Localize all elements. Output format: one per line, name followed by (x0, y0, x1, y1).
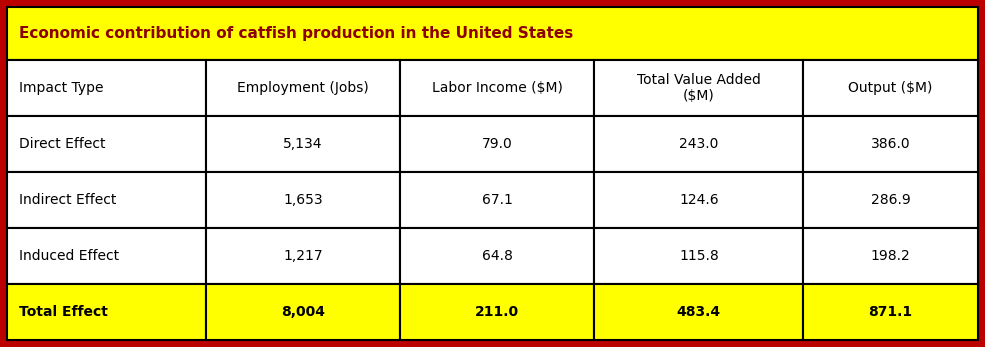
Bar (595, 172, 803, 228)
Text: Total Effect: Total Effect (19, 305, 107, 319)
Text: 115.8: 115.8 (679, 249, 719, 263)
Text: 211.0: 211.0 (476, 305, 519, 319)
Bar (206, 284, 400, 340)
Bar (595, 228, 803, 284)
Bar (595, 284, 803, 340)
Bar (7, 7, 978, 60)
Bar (400, 116, 595, 172)
Text: 1,217: 1,217 (284, 249, 323, 263)
Text: Impact Type: Impact Type (19, 81, 103, 95)
Bar (400, 284, 595, 340)
Text: 243.0: 243.0 (679, 137, 718, 151)
Bar (595, 60, 803, 116)
Bar (206, 60, 400, 116)
Text: 286.9: 286.9 (871, 193, 910, 207)
Bar (400, 60, 595, 116)
Bar (803, 116, 978, 172)
Bar (400, 172, 595, 228)
Text: 871.1: 871.1 (869, 305, 913, 319)
Bar (7, 60, 206, 116)
Text: 79.0: 79.0 (482, 137, 513, 151)
Text: Labor Income ($M): Labor Income ($M) (431, 81, 562, 95)
Text: 5,134: 5,134 (284, 137, 323, 151)
Text: 67.1: 67.1 (482, 193, 513, 207)
Text: Economic contribution of catfish production in the United States: Economic contribution of catfish product… (19, 26, 573, 41)
Bar (7, 172, 206, 228)
Text: Total Value Added
($M): Total Value Added ($M) (637, 73, 760, 103)
Text: Direct Effect: Direct Effect (19, 137, 105, 151)
Bar (400, 228, 595, 284)
Bar (206, 228, 400, 284)
Bar (803, 284, 978, 340)
Text: 483.4: 483.4 (677, 305, 721, 319)
Bar (7, 116, 206, 172)
Text: 64.8: 64.8 (482, 249, 513, 263)
Bar (206, 116, 400, 172)
Bar (206, 172, 400, 228)
Text: 124.6: 124.6 (679, 193, 719, 207)
Text: Induced Effect: Induced Effect (19, 249, 119, 263)
Text: 1,653: 1,653 (284, 193, 323, 207)
Text: Indirect Effect: Indirect Effect (19, 193, 116, 207)
Bar (7, 228, 206, 284)
Text: 386.0: 386.0 (871, 137, 910, 151)
Bar (595, 116, 803, 172)
Text: 8,004: 8,004 (281, 305, 325, 319)
Text: Employment (Jobs): Employment (Jobs) (237, 81, 369, 95)
Bar (803, 60, 978, 116)
Bar (7, 284, 206, 340)
Text: 198.2: 198.2 (871, 249, 910, 263)
Bar (803, 228, 978, 284)
Text: Output ($M): Output ($M) (848, 81, 933, 95)
Bar (803, 172, 978, 228)
